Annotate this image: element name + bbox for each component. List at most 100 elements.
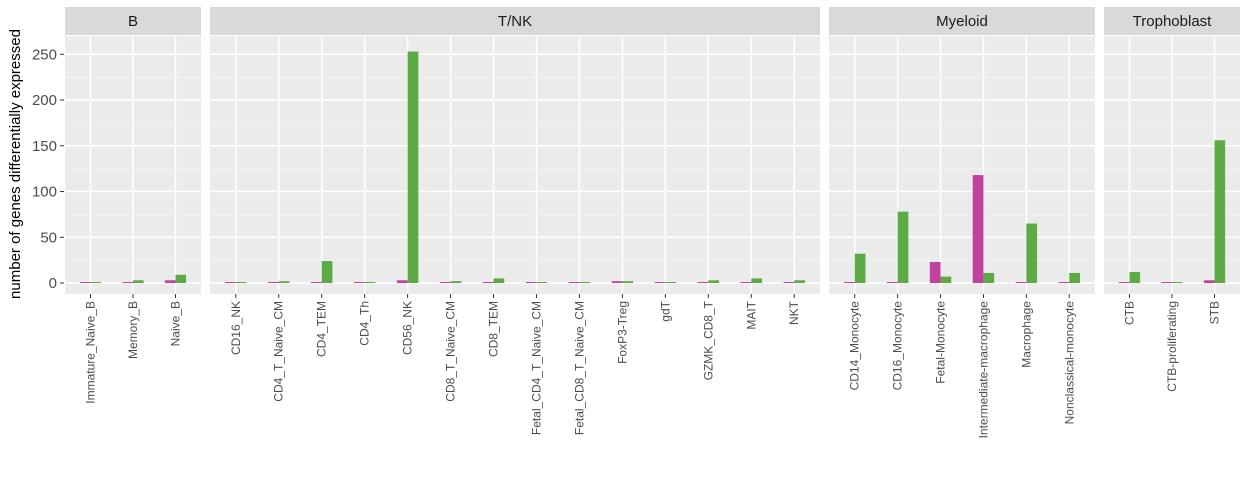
bar-series-2	[1129, 272, 1141, 284]
facet-strip	[829, 7, 1095, 35]
bar-series-2	[1214, 140, 1226, 284]
bar-series-1	[1161, 282, 1172, 284]
y-tick-label: 50	[40, 229, 57, 246]
bar-series-1	[1015, 282, 1027, 284]
y-axis: 0 50 100 150 200 250	[32, 46, 64, 292]
bar-series-2	[665, 282, 677, 284]
x-tick-label: MAIT	[744, 300, 758, 329]
bar-series-2	[450, 281, 462, 284]
x-tick-label: Fetal_CD4_T_Naive_CM	[529, 301, 543, 435]
bar-series-2	[751, 278, 763, 284]
x-tick-label: Nonclassical-monocyte	[1062, 301, 1076, 425]
x-tick-label: CD8_TEM	[487, 301, 501, 357]
bar-series-2	[321, 261, 333, 284]
bar-series-1	[267, 282, 279, 284]
bar-series-1	[1203, 280, 1215, 284]
bar-series-2	[1069, 272, 1080, 284]
x-tick-label: CD14_Monocyte	[848, 301, 862, 391]
x-tick-label: NKT	[787, 300, 801, 325]
x-tick-label: CD56_NK	[401, 301, 415, 355]
facet-myeloid: CD14_Monocyte CD16_Monocyte Fetal-Monocyte…	[829, 7, 1095, 438]
facet-strip-label: Myeloid	[936, 13, 988, 30]
bar-series-1	[886, 282, 898, 284]
y-tick-label: 200	[32, 92, 57, 109]
x-tick-label: STB	[1208, 301, 1222, 324]
bar-series-1	[353, 282, 365, 284]
y-tick-label: 150	[32, 138, 57, 155]
bar-series-2	[897, 211, 909, 284]
x-tick-label: GZMK_CD8_T	[701, 300, 715, 380]
x-tick-label: Naive_B	[169, 301, 183, 346]
bar-series-1	[482, 282, 494, 284]
y-tick-label: 250	[32, 46, 57, 63]
bar-series-1	[122, 282, 133, 284]
bar-series-2	[235, 282, 247, 284]
bar-series-2	[854, 253, 866, 284]
bar-series-2	[536, 282, 548, 284]
x-tick-label: Fetal_CD8_T_Naive_CM	[572, 301, 586, 435]
x-tick-label: Macrophage	[1019, 301, 1033, 368]
panel-background	[210, 36, 820, 294]
facet-t-nk: CD16_NK CD4_T_Naive_CM CD4_TEM CD4_Th CD56_N…	[210, 7, 820, 435]
panel-background	[829, 36, 1095, 294]
facet-strip-label: T/NK	[498, 13, 532, 30]
facet-strip-label: Trophoblast	[1133, 13, 1212, 30]
x-tick-label: CD16_Monocyte	[891, 301, 905, 391]
x-tick-label: CTB	[1123, 301, 1137, 325]
bar-series-1	[654, 282, 666, 284]
x-tick-label: CD4_TEM	[315, 301, 329, 357]
bar-series-2	[133, 280, 144, 284]
y-tick-label: 0	[49, 275, 57, 292]
x-tick-label: Fetal-Monocyte	[934, 301, 948, 384]
bar-series-2	[983, 272, 995, 284]
x-tick-label: FoxP3-Treg	[615, 301, 629, 364]
bar-series-2	[278, 281, 290, 284]
x-tick-label: CD16_NK	[229, 301, 243, 355]
bar-series-1	[439, 282, 451, 284]
x-tick-label: CD8_T_Naive_CM	[444, 301, 458, 402]
bar-series-1	[783, 282, 795, 284]
bar-series-1	[568, 282, 580, 284]
x-tick-label: Memory_B	[126, 301, 140, 359]
bar-series-1	[611, 281, 623, 284]
facet-strip	[210, 7, 820, 35]
bar-series-1	[740, 282, 752, 284]
bar-series-1	[79, 282, 91, 284]
bar-series-2	[1172, 282, 1183, 284]
bar-series-1	[310, 282, 322, 284]
facet-trophoblast: CTB CTB-proliferating STB Trophoblast	[1104, 7, 1240, 392]
bar-series-2	[622, 281, 634, 284]
bar-series-2	[364, 282, 376, 284]
facet-strip-label: B	[128, 13, 138, 30]
bar-series-2	[407, 51, 419, 284]
bar-series-1	[929, 261, 941, 284]
bar-series-2	[794, 280, 805, 284]
bar-series-1	[972, 175, 984, 284]
bar-series-2	[940, 276, 952, 284]
x-tick-label: Intermediate-macrophage	[976, 301, 990, 439]
bar-series-1	[525, 282, 537, 284]
bar-series-1	[844, 282, 855, 284]
bar-series-1	[225, 282, 236, 284]
bar-series-1	[1058, 282, 1070, 284]
bar-series-2	[708, 280, 720, 284]
x-tick-label: CD4_T_Naive_CM	[272, 301, 286, 402]
bar-series-2	[175, 274, 187, 284]
bar-series-1	[697, 282, 709, 284]
x-tick-label: CTB-proliferating	[1165, 301, 1179, 392]
bar-series-2	[90, 282, 102, 284]
y-tick-label: 100	[32, 184, 57, 201]
x-tick-label: gdT	[658, 300, 672, 321]
y-axis-title: number of genes differentially expressed	[7, 29, 24, 299]
bar-series-1	[396, 280, 408, 284]
bar-series-2	[579, 282, 591, 284]
bar-series-1	[1118, 282, 1130, 284]
bar-series-2	[1026, 223, 1038, 284]
x-tick-label: CD4_Th	[358, 301, 372, 346]
facet-b: Immature_Naive_B Memory_B Naive_B B	[65, 7, 201, 404]
bar-series-1	[164, 280, 176, 284]
bar-series-2	[493, 278, 505, 284]
facet-strip	[65, 7, 201, 35]
